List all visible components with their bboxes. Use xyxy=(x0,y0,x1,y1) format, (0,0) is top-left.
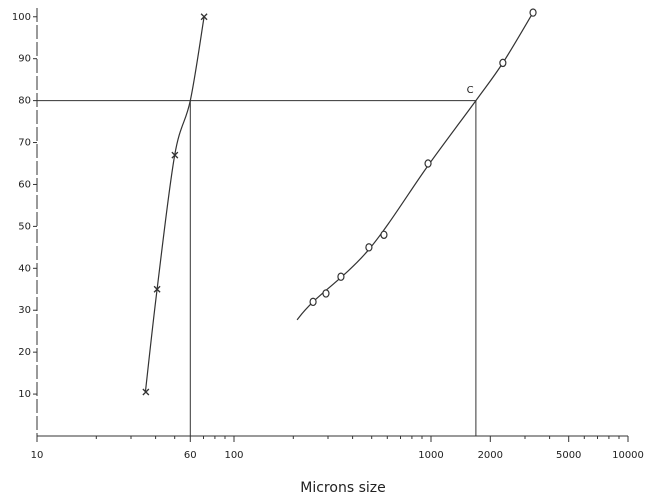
o-marker xyxy=(337,272,345,281)
o-marker xyxy=(529,8,537,17)
o-marker xyxy=(380,230,388,239)
y-tick-label: 50 xyxy=(18,221,31,232)
x-marker xyxy=(171,151,179,159)
x-marker xyxy=(142,388,150,396)
annotation: C xyxy=(467,85,474,96)
o-marker xyxy=(365,243,373,252)
fit-curve xyxy=(296,12,534,321)
o-marker xyxy=(309,297,317,307)
y-tick-label: 100 xyxy=(12,12,31,23)
o-marker xyxy=(322,289,330,298)
x-tick-label: 10000 xyxy=(612,450,644,461)
y-tick-label: 60 xyxy=(18,179,31,190)
x-tick-label: 100 xyxy=(224,450,243,461)
x-tick-label: 1000 xyxy=(418,450,443,461)
y-tick-label: 10 xyxy=(18,389,31,400)
o-marker xyxy=(499,58,507,68)
x-axis-label: Microns size xyxy=(300,480,385,496)
y-tick-label: 20 xyxy=(18,347,31,358)
y-tick-label: 30 xyxy=(18,305,31,316)
o-marker xyxy=(424,159,432,168)
x-tick-label: 5000 xyxy=(556,450,581,461)
x-tick-label: 60 xyxy=(184,450,197,461)
y-tick-label: 40 xyxy=(18,263,31,274)
y-tick-label: 70 xyxy=(18,138,31,149)
fit-curve xyxy=(144,16,205,393)
x-tick-label: 10 xyxy=(31,450,44,461)
x-marker xyxy=(153,285,161,293)
x-marker xyxy=(200,13,208,21)
y-tick-label: 90 xyxy=(18,54,31,65)
x-tick-label: 2000 xyxy=(478,450,503,461)
y-tick-label: 80 xyxy=(18,96,31,107)
